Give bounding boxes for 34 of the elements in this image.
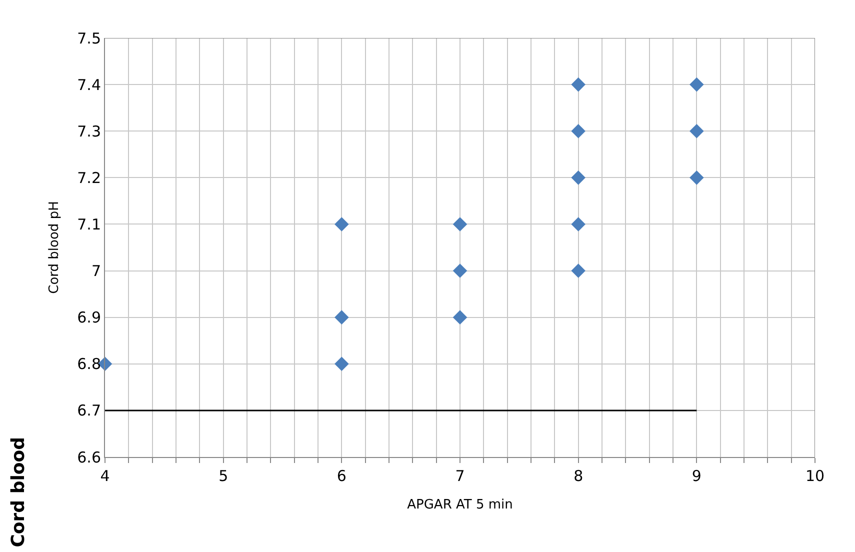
y-tick-label: 6.7 <box>77 402 101 420</box>
y-tick-label: 7.1 <box>77 215 101 234</box>
y-tick-label: 7.5 <box>77 29 101 48</box>
x-tick-label: 4 <box>100 467 110 485</box>
point <box>571 77 586 92</box>
y-tick-label: 7.2 <box>77 168 101 187</box>
point <box>334 356 349 372</box>
y-axis-title: Cord blood pH <box>47 201 62 294</box>
y-tick-label: 7.3 <box>77 122 101 140</box>
x-axis-title: APGAR AT 5 min <box>407 498 513 513</box>
y-tick-label: 6.6 <box>77 448 101 466</box>
point <box>571 264 586 278</box>
x-tick-label: 7 <box>455 467 465 485</box>
x-tick-label: 10 <box>805 467 825 485</box>
y-tick-label: 6.9 <box>77 308 101 327</box>
text: Cord blood <box>8 437 29 548</box>
x-tick-label: 6 <box>336 467 346 485</box>
point <box>571 170 586 185</box>
x-tick-label: 9 <box>692 467 702 485</box>
point <box>452 264 468 278</box>
point <box>334 310 349 324</box>
x-tick-label: 8 <box>574 467 584 485</box>
point <box>690 124 704 138</box>
x-tick-label: 5 <box>218 467 228 485</box>
point <box>690 170 704 185</box>
y-tick-label: 7.4 <box>77 76 101 94</box>
point <box>571 217 586 232</box>
point <box>452 217 468 232</box>
point <box>334 217 349 232</box>
y-tick-label: 6.8 <box>77 355 101 374</box>
y-tick-label: 7 <box>91 262 101 280</box>
point <box>452 310 468 324</box>
point <box>690 77 704 92</box>
point <box>571 124 586 138</box>
